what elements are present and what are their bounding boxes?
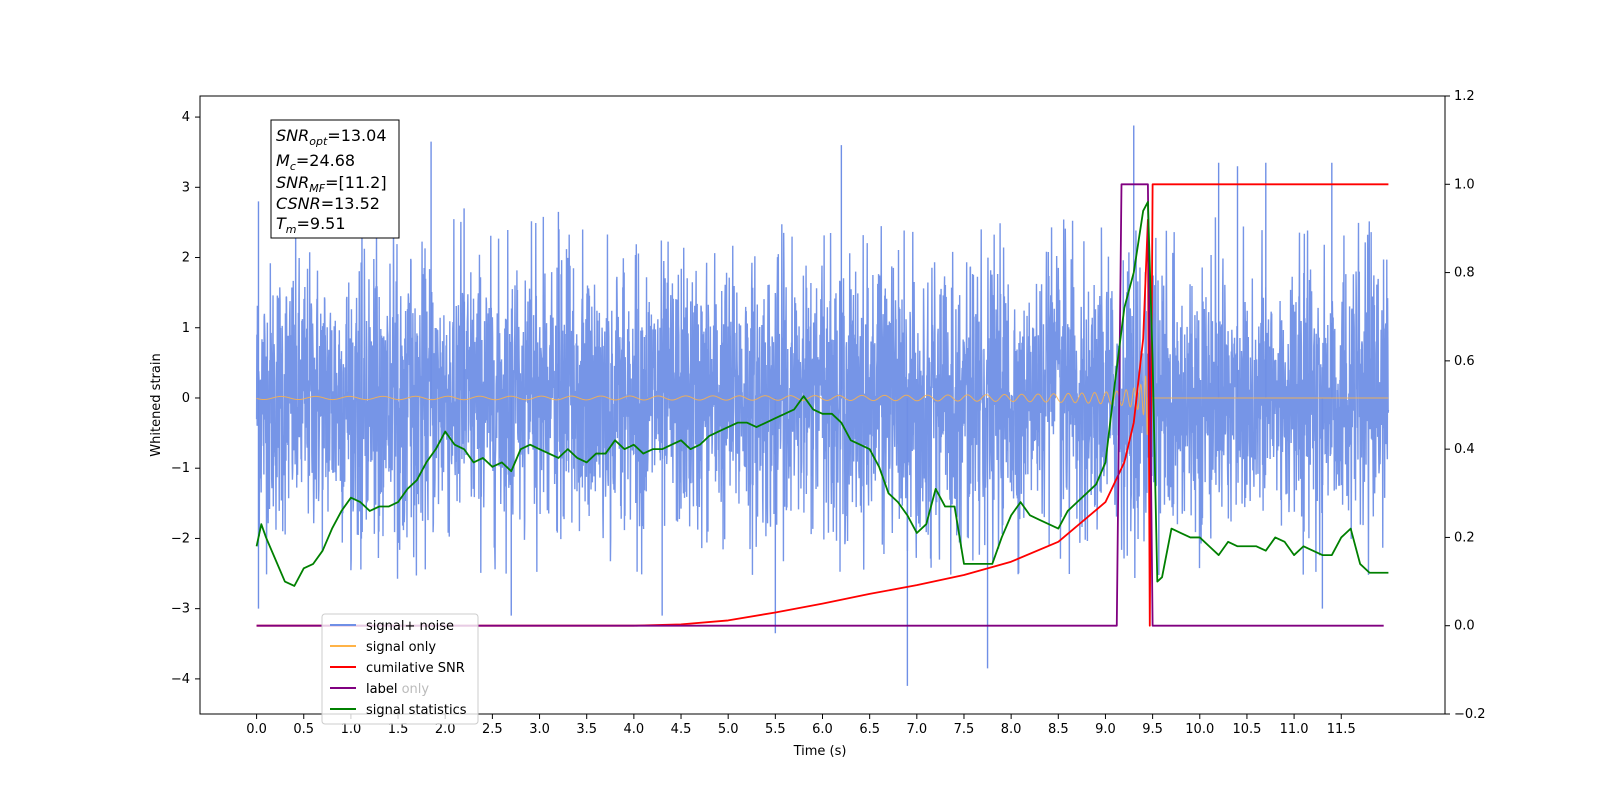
x-tick-label: 11.5	[1327, 722, 1356, 737]
y-axis-left: −4 −3 −2 −1 0 1 2 3 4	[171, 110, 200, 687]
x-tick-label: 6.0	[812, 722, 833, 737]
legend-label-cumulative-snr: cumilative SNR	[366, 661, 465, 676]
y-axis-right: −0.2 0.0 0.2 0.4 0.6 0.8 1.0 1.2	[1445, 89, 1486, 722]
x-tick-label: 4.5	[671, 722, 692, 737]
y-tick-label-right: 1.0	[1454, 177, 1475, 192]
legend-label-signal-statistics: signal statistics	[366, 703, 467, 718]
x-axis-title: Time (s)	[793, 744, 847, 759]
legend: signal+ noise signal only cumilative SNR…	[321, 613, 479, 725]
annotation-box	[270, 119, 400, 239]
annotation-csnr: CSNR=13.52	[276, 194, 380, 213]
x-tick-label: 8.0	[1001, 722, 1022, 737]
x-axis: 0.0 0.5 1.0 1.5 2.0 2.5 3.0 3.5 4.0 4.5 5.0 5.5 6.0 6…	[246, 714, 1356, 737]
x-tick-label: 11.0	[1280, 722, 1309, 737]
y-axis-title: Whitened strain	[149, 353, 164, 456]
series-lines	[255, 183, 1389, 627]
x-tick-label: 1.5	[388, 722, 409, 737]
annotation-tm: Tm=9.51	[276, 214, 346, 236]
x-tick-label: 10.0	[1185, 722, 1214, 737]
series-signal-only	[256, 375, 1389, 435]
x-tick-label: 7.0	[906, 722, 927, 737]
x-tick-label: 0.5	[293, 722, 314, 737]
y-tick-label-right: 0.4	[1454, 442, 1475, 457]
x-tick-label: 9.0	[1095, 722, 1116, 737]
legend-label-label-only: label only	[366, 682, 429, 697]
x-tick-label: 8.5	[1048, 722, 1069, 737]
annotation-snr-mf: SNRMF=[11.2]	[276, 173, 387, 195]
x-tick-label: 2.5	[482, 722, 503, 737]
y-tick-label-right: 0.8	[1454, 266, 1475, 281]
annotation-mc: Mc=24.68	[276, 151, 355, 173]
x-tick-label: 0.0	[246, 722, 267, 737]
y-tick-label-right: 0.0	[1454, 619, 1475, 634]
x-tick-label: 7.5	[954, 722, 975, 737]
y-tick-label-right: 0.6	[1454, 354, 1475, 369]
y-tick-label-left: 4	[182, 110, 190, 125]
signal-statistics-line	[255, 201, 1389, 587]
legend-label-signal-only: signal only	[366, 640, 436, 655]
y-tick-label-right: 1.2	[1454, 89, 1475, 104]
annotation-snr-opt: SNRopt=13.04	[276, 126, 387, 148]
x-tick-label: 10.5	[1232, 722, 1261, 737]
label-line	[256, 183, 1384, 627]
legend-label-signal-noise: signal+ noise	[366, 619, 454, 634]
y-tick-label-left: 0	[182, 391, 190, 406]
x-tick-label: 9.5	[1142, 722, 1163, 737]
y-tick-label-left: −4	[171, 672, 190, 687]
signal-only-line	[256, 375, 1389, 435]
x-tick-label: 2.0	[435, 722, 456, 737]
x-tick-label: 6.5	[859, 722, 880, 737]
y-tick-label-left: −1	[171, 461, 190, 476]
y-tick-label-left: −2	[171, 531, 190, 546]
y-tick-label-left: 1	[182, 321, 190, 336]
x-tick-label: 5.5	[765, 722, 786, 737]
x-tick-label: 3.0	[529, 722, 550, 737]
y-tick-label-left: 2	[182, 251, 190, 266]
y-tick-label-right: 0.2	[1454, 530, 1475, 545]
x-tick-label: 4.0	[624, 722, 645, 737]
y-tick-label-right: −0.2	[1454, 707, 1486, 722]
y-tick-label-left: −3	[171, 602, 190, 617]
series-signal-noise	[255, 125, 1390, 686]
legend-box	[321, 613, 479, 725]
stats-annotation: SNRopt=13.04 Mc=24.68 SNRMF=[11.2] CSNR=…	[270, 119, 400, 239]
x-tick-label: 3.5	[576, 722, 597, 737]
y-tick-label-left: 3	[182, 180, 190, 195]
x-tick-label: 1.0	[341, 722, 362, 737]
signal-noise-line	[255, 216, 1390, 579]
legend-label-label: label	[366, 682, 397, 697]
x-tick-label: 5.0	[718, 722, 739, 737]
